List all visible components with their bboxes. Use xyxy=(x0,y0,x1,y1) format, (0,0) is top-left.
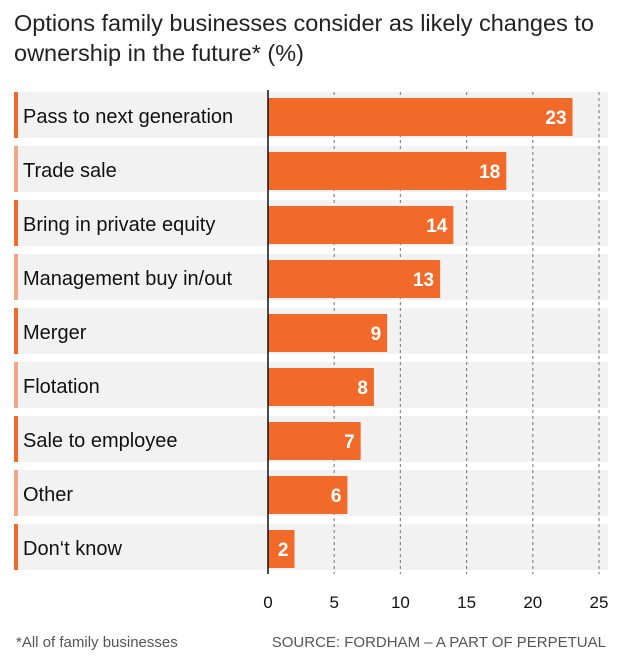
category-label: Bring in private equity xyxy=(23,214,215,236)
category-label: Merger xyxy=(23,322,87,344)
category-label: Flotation xyxy=(23,376,100,398)
row-accent-marker xyxy=(14,308,18,354)
bar-value-label: 8 xyxy=(357,378,368,399)
category-label: Pass to next generation xyxy=(23,106,233,128)
bars: Pass to next generation 23 Trade sale 18 Bri… xyxy=(23,98,573,568)
bar xyxy=(268,422,361,460)
bar xyxy=(268,206,454,244)
bar xyxy=(268,368,374,406)
bar xyxy=(268,152,507,190)
bar-value-label: 9 xyxy=(371,324,382,345)
chart-title: Options family businesses consider as li… xyxy=(14,10,594,66)
bar-value-label: 14 xyxy=(426,216,448,237)
x-tick-label: 10 xyxy=(391,593,410,612)
row-accent-marker xyxy=(14,92,18,138)
bar-value-label: 23 xyxy=(545,108,566,129)
category-label: Management buy in/out xyxy=(23,268,232,290)
row-accent-marker xyxy=(14,146,18,192)
row-accent-marker xyxy=(14,200,18,246)
footnote: *All of family businesses xyxy=(16,634,178,651)
bar-value-label: 7 xyxy=(344,432,355,453)
axis: 0 5 10 15 20 25 xyxy=(263,90,608,612)
bar-value-label: 18 xyxy=(479,162,500,183)
source-note: SOURCE: FORDHAM – A PART OF PERPETUAL xyxy=(271,634,606,651)
bar-value-label: 2 xyxy=(278,540,289,561)
row-background xyxy=(14,524,608,570)
x-tick-label: 5 xyxy=(329,593,338,612)
row-accent-marker xyxy=(14,524,18,570)
x-tick-label: 15 xyxy=(457,593,476,612)
bar xyxy=(268,314,388,352)
bar xyxy=(268,260,441,298)
x-tick-label: 20 xyxy=(523,593,542,612)
row-accent-marker xyxy=(14,362,18,408)
row-accent-marker xyxy=(14,470,18,516)
x-tick-label: 25 xyxy=(590,593,609,612)
bar-value-label: 13 xyxy=(413,270,434,291)
x-tick-label: 0 xyxy=(263,593,272,612)
row-accent-marker xyxy=(14,416,18,462)
row-accent-marker xyxy=(14,254,18,300)
category-label: Trade sale xyxy=(23,160,117,182)
category-label: Don‘t know xyxy=(23,538,122,560)
category-label: Other xyxy=(23,484,73,506)
bar xyxy=(268,98,573,136)
bar-value-label: 6 xyxy=(331,486,342,507)
bar xyxy=(268,476,348,514)
category-label: Sale to employee xyxy=(23,430,178,452)
bar xyxy=(268,530,295,568)
